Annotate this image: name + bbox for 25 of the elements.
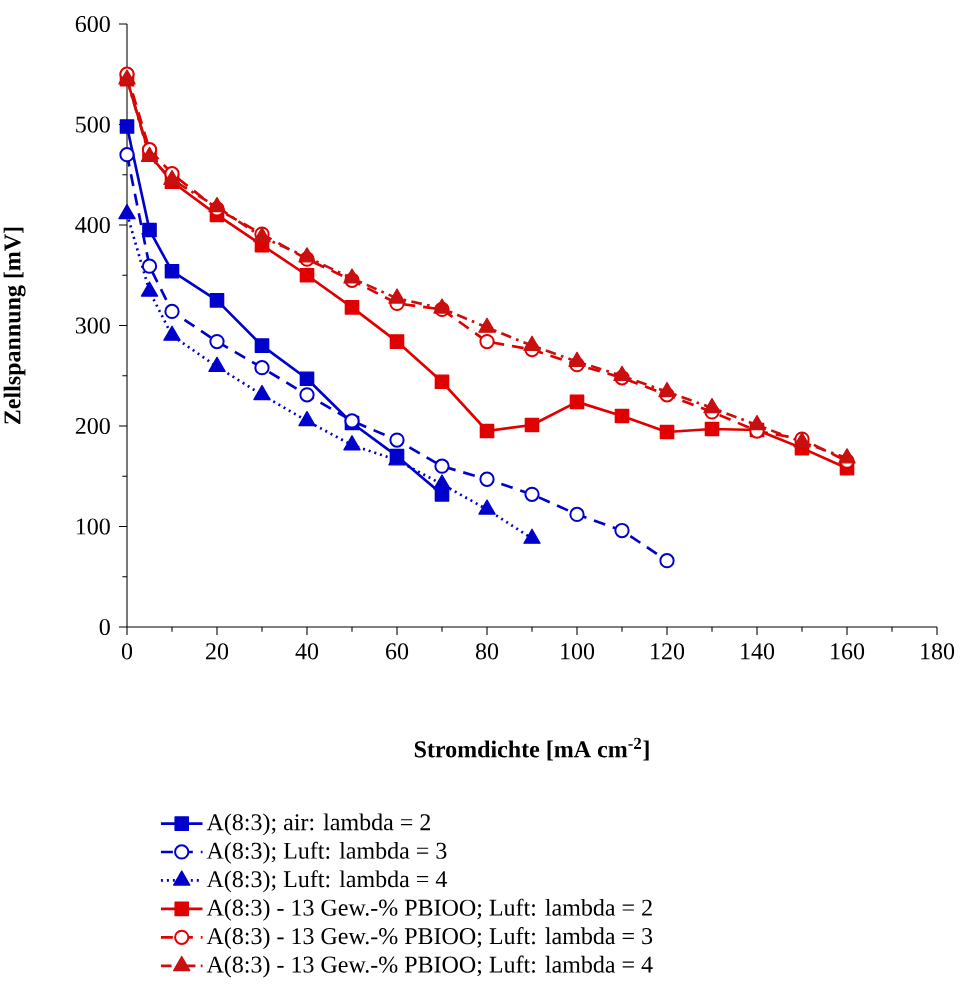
legend-label: A(8:3); Luft: lambda = 4 xyxy=(206,870,447,893)
y-tick-label: 500 xyxy=(76,116,110,133)
y-axis-title: Zellspannung [mV] xyxy=(3,227,26,425)
x-tick-label: 40 xyxy=(295,643,319,660)
x-tick-label: 120 xyxy=(651,643,685,660)
x-tick-label: 100 xyxy=(561,643,595,660)
x-tick-label: 180 xyxy=(921,643,955,660)
x-tick-label: 80 xyxy=(475,643,499,660)
legend-label: A(8:3) - 13 Gew.-% PBIOO; Luft: lambda = 4 xyxy=(206,955,653,978)
x-tick-label: 160 xyxy=(831,643,865,660)
legend-label: A(8:3) - 13 Gew.-% PBIOO; Luft: lambda = 2 xyxy=(206,898,652,921)
legend-label: A(8:3); air: lambda = 2 xyxy=(206,813,430,836)
y-tick-label: 400 xyxy=(75,216,110,234)
y-tick-label: 200 xyxy=(75,417,110,435)
legend-label: A(8:3); Luft: lambda = 3 xyxy=(206,841,447,864)
y-tick-label: 600 xyxy=(75,15,110,33)
x-axis-title: Stromdichte [mA cm$^{-2}$] xyxy=(414,737,649,761)
y-tick-label: 300 xyxy=(75,317,110,334)
y-tick-label: 0 xyxy=(99,618,110,636)
y-tick-label: 100 xyxy=(76,518,110,535)
x-tick-label: 0 xyxy=(121,643,133,660)
x-tick-label: 60 xyxy=(386,643,409,660)
x-tick-label: 140 xyxy=(741,643,775,660)
legend-label: A(8:3) - 13 Gew.-% PBIOO; Luft: lambda = 3 xyxy=(206,927,653,950)
x-tick-label: 20 xyxy=(206,643,229,660)
